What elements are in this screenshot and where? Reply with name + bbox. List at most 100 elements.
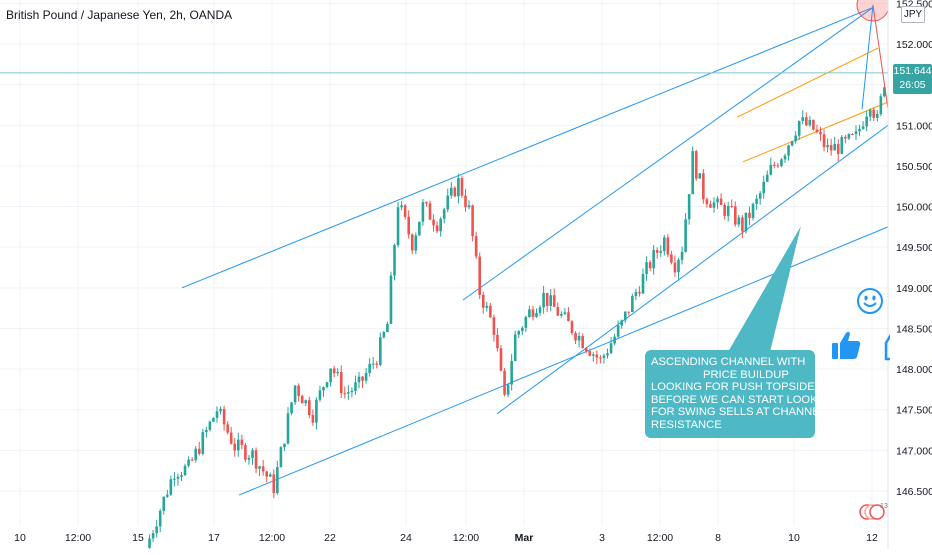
time-tick-label: 15 <box>132 532 144 544</box>
candle-body <box>361 376 364 381</box>
candle-body <box>418 221 421 236</box>
candle-body <box>180 475 183 477</box>
candle-body <box>279 447 283 468</box>
candle-body <box>407 216 410 235</box>
candle-body <box>719 198 723 205</box>
candle-body <box>166 494 169 497</box>
trendline <box>742 102 888 163</box>
candle-body <box>336 371 339 374</box>
candle-body <box>879 96 883 115</box>
candle-body <box>304 400 308 404</box>
candle-body <box>347 392 350 394</box>
candle-body <box>393 245 396 276</box>
candle-body <box>169 479 173 495</box>
candle-body <box>748 212 751 218</box>
candle-body <box>368 363 371 373</box>
candle-body <box>677 259 680 273</box>
candle-body <box>666 237 670 255</box>
candle-body <box>453 187 457 197</box>
candle-body <box>808 119 812 126</box>
candle-body <box>201 432 205 454</box>
candle-body <box>173 478 176 480</box>
candle-body <box>876 114 879 118</box>
candle-body <box>755 198 758 204</box>
candle-body <box>524 317 528 328</box>
candle-body <box>790 141 794 146</box>
candle-body <box>158 510 162 527</box>
candle-body <box>744 212 748 232</box>
time-tick-label: 12 <box>866 532 878 544</box>
candle-body <box>421 202 425 222</box>
candle-body <box>318 390 322 400</box>
candle-body <box>648 262 652 269</box>
candle-body <box>311 415 315 423</box>
candle-body <box>464 195 467 208</box>
candle-body <box>620 320 623 326</box>
price-tick-label: 152.000 <box>896 39 932 51</box>
candle-body <box>687 194 691 220</box>
candle-body <box>162 496 166 511</box>
annotation-line: ASCENDING CHANNEL WITH <box>651 356 806 368</box>
candle-body <box>350 390 354 393</box>
last-price-tag: 151.644 26:05 <box>893 64 932 94</box>
candle-body <box>663 237 666 252</box>
candle-body <box>215 411 219 418</box>
price-tick-label: 150.000 <box>896 202 932 214</box>
candle-body <box>734 206 737 225</box>
annotation-line: LOOKING FOR PUSH TOPSIDE <box>651 381 815 394</box>
candle-body <box>343 393 347 395</box>
candle-body <box>691 151 694 195</box>
annotation-line: RESISTANCE <box>651 418 722 431</box>
candle-body <box>712 202 716 208</box>
candle-body <box>861 126 865 129</box>
candle-body <box>432 219 435 226</box>
thumbs-up-icon-partial[interactable] <box>876 328 890 362</box>
candle-body <box>780 159 783 167</box>
candle-body <box>698 173 702 179</box>
candle-body <box>797 121 801 136</box>
candle-body <box>822 134 826 148</box>
candle-body <box>638 291 641 294</box>
candle-body <box>283 443 286 448</box>
candle-body <box>702 173 705 200</box>
candle-body <box>190 459 194 461</box>
candle-body <box>375 363 379 365</box>
candle-body <box>737 217 741 225</box>
candle-body <box>410 234 414 251</box>
candle-body <box>599 357 602 359</box>
alert-icon[interactable]: 13 <box>858 501 888 523</box>
candle-body <box>705 199 709 205</box>
candle-body <box>308 400 311 416</box>
overlay-drawings <box>0 0 890 352</box>
candle-body <box>776 165 780 167</box>
candle-body <box>726 205 730 216</box>
candle-body <box>183 465 187 476</box>
time-tick-label: Mar <box>515 532 534 544</box>
candle-body <box>872 109 876 118</box>
candle-body <box>293 385 297 403</box>
candle-body <box>386 323 389 333</box>
candle-body <box>805 117 808 126</box>
candle-body <box>794 135 797 142</box>
thumbs-up-icon[interactable] <box>830 328 862 362</box>
candle-body <box>439 218 442 232</box>
annotation-callout[interactable]: ASCENDING CHANNEL WITH PRICE BUILDUP LOO… <box>645 350 838 438</box>
price-tick-label: 148.000 <box>896 364 932 376</box>
currency-label[interactable]: JPY <box>901 6 925 23</box>
candle-body <box>652 250 655 269</box>
candle-body <box>552 295 556 307</box>
annotation-line: FOR SWING SELLS AT CHANNEL <box>651 406 826 419</box>
candle-body <box>379 337 382 365</box>
candle-body <box>819 131 822 135</box>
candle-body <box>389 275 393 324</box>
candle-body <box>357 376 361 383</box>
price-tick-label: 151.000 <box>896 120 932 132</box>
candle-body <box>205 429 208 433</box>
smiley-icon[interactable] <box>856 287 884 315</box>
candle-body <box>517 331 521 335</box>
candle-body <box>474 236 478 257</box>
candle-body <box>606 353 609 356</box>
candle-body <box>506 384 510 395</box>
